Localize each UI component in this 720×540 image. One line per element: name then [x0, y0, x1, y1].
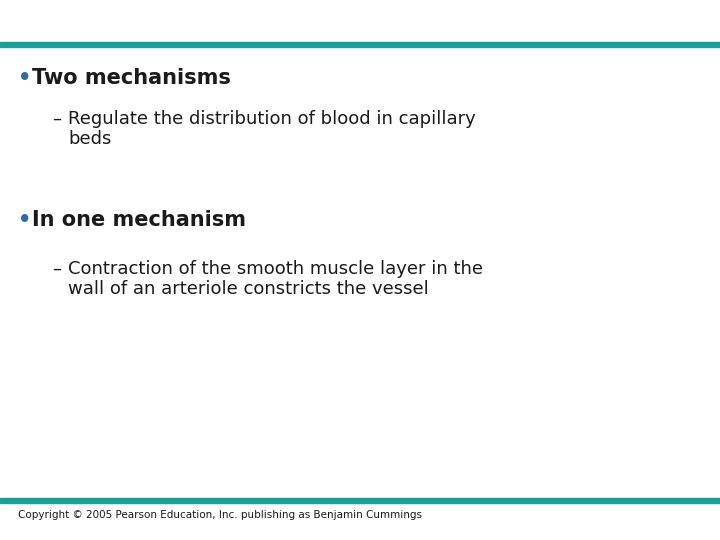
Text: Contraction of the smooth muscle layer in the: Contraction of the smooth muscle layer i… [68, 260, 483, 278]
Text: –: – [52, 110, 61, 128]
Text: In one mechanism: In one mechanism [32, 210, 246, 230]
Bar [0, 42, 720, 47]
Text: Two mechanisms: Two mechanisms [32, 68, 231, 88]
Text: wall of an arteriole constricts the vessel: wall of an arteriole constricts the vess… [68, 280, 428, 298]
Text: –: – [52, 260, 61, 278]
Text: beds: beds [68, 130, 112, 148]
Text: •: • [18, 68, 32, 88]
Text: Regulate the distribution of blood in capillary: Regulate the distribution of blood in ca… [68, 110, 476, 128]
Bar [0, 498, 720, 503]
Text: •: • [18, 210, 32, 230]
Text: Copyright © 2005 Pearson Education, Inc. publishing as Benjamin Cummings: Copyright © 2005 Pearson Education, Inc.… [18, 510, 422, 520]
